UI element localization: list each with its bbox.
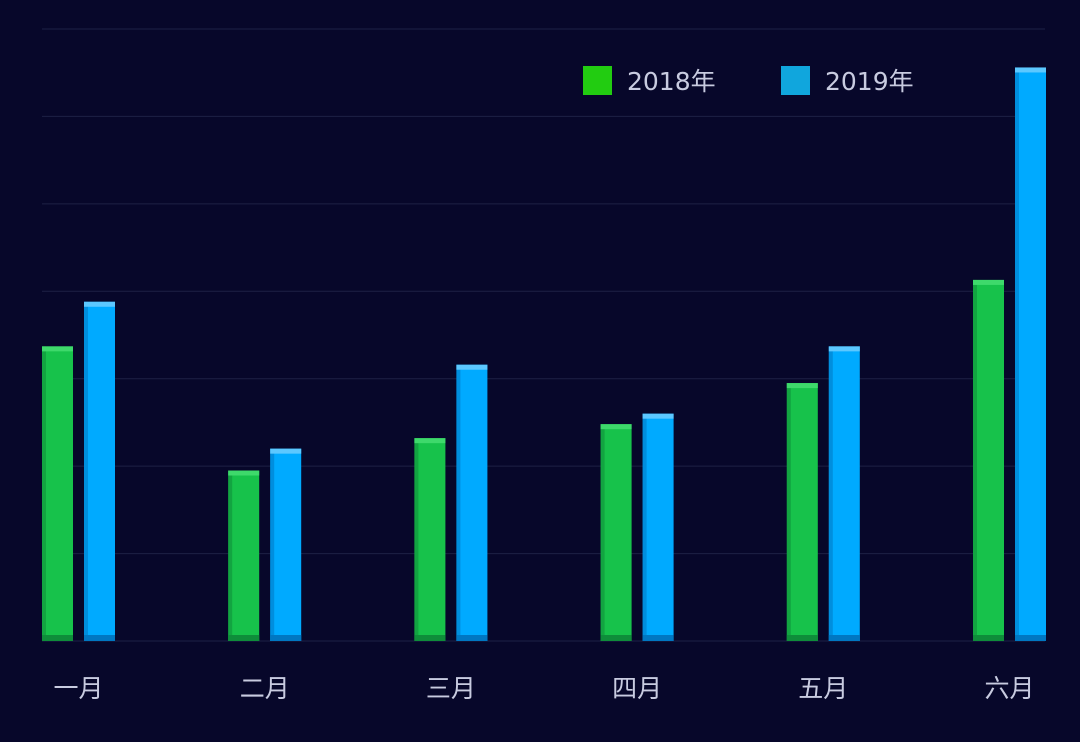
bar-base: [642, 635, 674, 641]
legend: 2018年 2019年: [583, 66, 914, 96]
legend-label: 2019年: [825, 67, 914, 96]
bar-edge: [270, 448, 275, 641]
bar-edge: [456, 364, 461, 641]
bar-base: [414, 635, 446, 641]
bar-edge: [42, 346, 46, 641]
bar-edge: [973, 279, 977, 641]
bar-2018-6: [973, 279, 1004, 641]
bar-base: [1015, 635, 1046, 641]
bar-body: [1015, 67, 1046, 642]
bars: [42, 67, 1046, 642]
bar-edge: [228, 470, 233, 641]
bar-body: [414, 438, 446, 641]
bar-base: [228, 635, 260, 641]
bar-2019-3: [456, 364, 488, 641]
x-tick-label: 三月: [426, 674, 476, 703]
x-tick-label: 一月: [53, 674, 103, 703]
bar-2018-1: [42, 346, 73, 641]
legend-swatch: [781, 66, 810, 95]
bar-cap: [642, 413, 674, 419]
bar-edge: [786, 383, 791, 641]
bar-2019-6: [1015, 67, 1046, 642]
legend-swatch: [583, 66, 612, 95]
bar-cap: [414, 438, 446, 444]
x-tick-label: 二月: [240, 674, 290, 703]
bar-2018-4: [600, 424, 632, 641]
bar-base: [786, 635, 818, 641]
bar-edge: [828, 346, 833, 641]
bar-edge: [414, 438, 419, 641]
bar-body: [786, 383, 818, 641]
bar-base: [42, 635, 73, 641]
legend-label: 2018年: [627, 67, 716, 96]
bar-base: [600, 635, 632, 641]
bar-body: [456, 364, 488, 641]
bar-base: [828, 635, 860, 641]
bar-2019-5: [828, 346, 860, 641]
bar-body: [270, 448, 302, 641]
bar-base: [973, 635, 1004, 641]
bar-edge: [84, 301, 88, 641]
bar-cap: [828, 346, 860, 352]
legend-item-2019[interactable]: 2019年: [781, 66, 914, 96]
bar-cap: [42, 346, 73, 352]
x-axis: 一月 二月 三月 四月 五月 六月: [53, 674, 1034, 703]
x-tick-label: 六月: [984, 674, 1034, 703]
bar-2018-3: [414, 438, 446, 641]
bar-base: [270, 635, 302, 641]
bar-edge: [642, 413, 647, 641]
bar-body: [828, 346, 860, 641]
grid-lines: [42, 28, 1045, 642]
bar-base: [84, 635, 115, 641]
bar-cap: [786, 383, 818, 389]
bar-cap: [1015, 67, 1046, 73]
x-tick-label: 五月: [798, 674, 848, 703]
bar-cap: [84, 301, 115, 307]
bar-base: [456, 635, 488, 641]
bar-2019-4: [642, 413, 674, 641]
bar-body: [973, 279, 1004, 641]
bar-edge: [1015, 67, 1019, 642]
bar-body: [600, 424, 632, 641]
bar-cap: [600, 424, 632, 430]
bar-body: [42, 346, 73, 641]
bar-body: [84, 301, 115, 641]
bar-cap: [456, 364, 488, 370]
bar-cap: [270, 448, 302, 454]
bar-2019-2: [270, 448, 302, 641]
bar-cap: [973, 279, 1004, 285]
bar-2018-5: [786, 383, 818, 641]
bar-edge: [600, 424, 605, 641]
bar-body: [228, 470, 260, 641]
bar-2019-1: [84, 301, 115, 641]
bar-2018-2: [228, 470, 260, 641]
bar-cap: [228, 470, 260, 476]
x-tick-label: 四月: [612, 674, 662, 703]
bar-body: [642, 413, 674, 641]
legend-item-2018[interactable]: 2018年: [583, 66, 716, 96]
